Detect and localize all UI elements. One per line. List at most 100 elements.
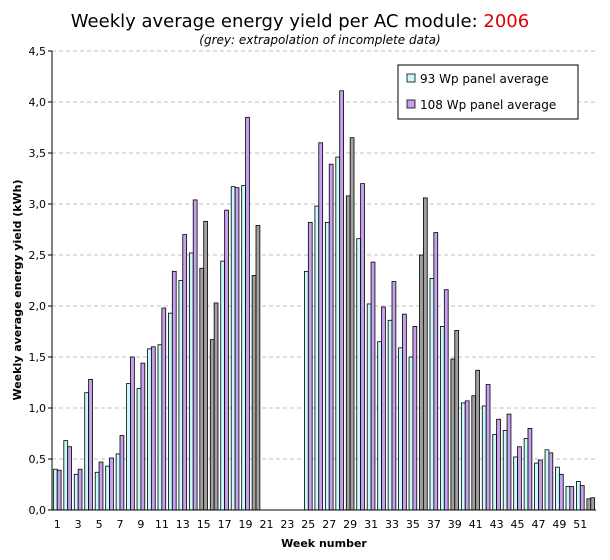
bar-108wp	[328, 163, 334, 511]
bar-108wp	[422, 197, 428, 511]
bar-93wp	[251, 274, 257, 511]
bar-108wp	[161, 307, 167, 511]
bar-108wp	[548, 452, 554, 511]
bar-93wp	[94, 471, 100, 511]
x-tick-label: 39	[448, 518, 462, 531]
bar-108wp	[506, 413, 512, 511]
x-tick-label: 21	[259, 518, 273, 531]
bar-108wp	[182, 234, 188, 511]
y-tick-label: 1,0	[29, 402, 47, 415]
x-axis-label: Week number	[281, 537, 367, 550]
bar-108wp	[88, 379, 93, 511]
x-tick-label: 23	[280, 518, 294, 531]
bar-108wp	[485, 384, 491, 511]
bar-108wp	[67, 446, 72, 511]
bar-108wp	[213, 302, 219, 511]
x-tick-label: 5	[96, 518, 103, 531]
chart-subtitle: (grey: extrapolation of incomplete data)	[199, 33, 440, 47]
bar-108wp	[579, 485, 585, 511]
legend-label-93: 93 Wp panel average	[420, 72, 549, 86]
bar-93wp	[63, 440, 69, 511]
bar-108wp	[433, 232, 439, 511]
axes	[51, 51, 596, 511]
bar-93wp	[387, 319, 393, 511]
x-tick-label: 13	[176, 518, 190, 531]
y-tick-label: 3,5	[29, 147, 47, 160]
bar-108wp	[402, 313, 407, 511]
bar-108wp	[443, 289, 449, 511]
y-tick-label: 3,0	[29, 198, 47, 211]
x-tick-label: 47	[531, 518, 545, 531]
x-tick-label: 33	[385, 518, 399, 531]
x-tick-label: 25	[301, 518, 315, 531]
bar-93wp	[230, 186, 236, 511]
bar-93wp	[576, 481, 581, 511]
bar-93wp	[241, 185, 246, 511]
x-tick-label: 35	[406, 518, 420, 531]
bar-108wp	[412, 325, 418, 511]
legend-swatch-108	[406, 99, 416, 109]
bar-93wp	[398, 347, 403, 511]
x-tick-label: 11	[155, 518, 169, 531]
bar-108wp	[150, 346, 156, 511]
bar-93wp	[366, 303, 372, 511]
x-tick-label: 19	[239, 518, 253, 531]
chart-title-main: Weekly average energy yield per AC modul…	[71, 11, 484, 32]
bar-93wp	[377, 341, 382, 511]
bar-93wp	[586, 498, 592, 511]
legend: 93 Wp panel average 108 Wp panel average	[397, 64, 579, 120]
x-tick-label: 9	[137, 518, 144, 531]
bar-93wp	[513, 456, 518, 511]
y-tick-label: 4,0	[29, 96, 47, 109]
bar-108wp	[130, 356, 135, 511]
bar-93wp	[220, 260, 226, 511]
bar-93wp	[534, 462, 539, 511]
legend-swatch-93	[406, 73, 416, 83]
bar-108wp	[171, 270, 177, 511]
bar-93wp	[157, 344, 163, 511]
x-tick-label: 51	[573, 518, 587, 531]
y-tick-label: 2,0	[29, 300, 47, 313]
bar-93wp	[188, 252, 194, 511]
legend-box	[397, 64, 579, 120]
bar-93wp	[502, 430, 508, 511]
bar-93wp	[523, 438, 529, 511]
bar-108wp	[234, 187, 240, 511]
bar-93wp	[429, 278, 435, 511]
bar-93wp	[471, 395, 477, 511]
x-tick-label: 27	[322, 518, 336, 531]
bar-93wp	[544, 449, 550, 511]
bar-93wp	[52, 468, 58, 511]
bar-108wp	[98, 461, 104, 511]
x-tick-label: 43	[490, 518, 504, 531]
bar-108wp	[454, 330, 460, 511]
bar-93wp	[136, 388, 142, 511]
bar-108wp	[339, 90, 344, 511]
x-tick-label: 49	[552, 518, 566, 531]
bar-93wp	[555, 466, 560, 511]
bar-93wp	[178, 280, 184, 511]
bar-108wp	[192, 199, 198, 511]
x-tick-label: 37	[427, 518, 441, 531]
bar-93wp	[168, 312, 173, 511]
bar-93wp	[492, 434, 498, 511]
x-tick-label: 1	[54, 518, 61, 531]
x-tick-label: 29	[343, 518, 357, 531]
bar-108wp	[558, 473, 564, 511]
bar-108wp	[318, 142, 324, 511]
bar-108wp	[245, 116, 250, 511]
bar-93wp	[419, 254, 424, 511]
bar-108wp	[517, 446, 522, 511]
bar-93wp	[460, 402, 466, 511]
bar-108wp	[590, 497, 596, 511]
bar-93wp	[304, 270, 309, 511]
bar-93wp	[73, 473, 79, 511]
bar-93wp	[105, 465, 110, 511]
bar-108wp	[496, 418, 501, 511]
y-tick-label: 4,5	[29, 45, 47, 58]
bar-108wp	[56, 469, 62, 511]
bar-108wp	[349, 137, 355, 511]
bar-93wp	[450, 358, 456, 511]
x-tick-label: 31	[364, 518, 378, 531]
bar-108wp	[255, 225, 261, 511]
